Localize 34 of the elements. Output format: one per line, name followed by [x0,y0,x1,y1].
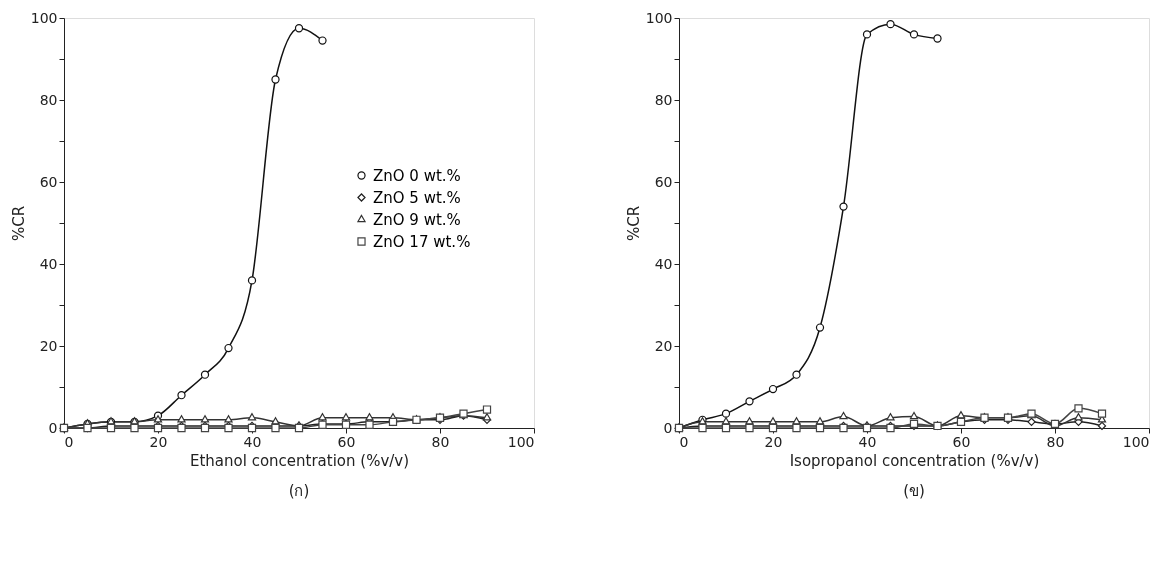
text: (ข) [903,482,925,500]
x-tick-label: 60 [337,433,356,450]
x-tick-label: 80 [431,433,450,450]
y-tick-label: 40 [654,255,673,272]
x-tick-label: 20 [764,433,783,450]
y-tick-label: 40 [39,255,58,272]
y-tick-label: 80 [39,91,58,108]
legend-label: ZnO 9 wt.% [373,210,461,229]
legend-label: ZnO 17 wt.% [373,232,471,251]
x-tick-label: 100 [507,433,535,450]
x-tick-label: 100 [1122,433,1150,450]
x-tick-label: 40 [243,433,262,450]
y-tick-label: 0 [663,419,673,436]
y-tick-label: 0 [48,419,58,436]
x-tick-label: 20 [149,433,168,450]
y-tick-label: 60 [39,173,58,190]
y-tick-label: 100 [645,9,673,26]
legend-label: ZnO 0 wt.% [373,166,461,185]
x-axis-title: Isopropanol concentration (%v/v) [789,451,1040,470]
x-tick-label: 0 [679,433,689,450]
x-axis-title: Ethanol concentration (%v/v) [189,451,410,470]
y-axis-title: %CR [624,205,643,242]
y-tick-label: 100 [30,9,58,26]
text: (ก) [288,482,310,500]
y-tick-label: 20 [39,337,58,354]
x-tick-label: 80 [1046,433,1065,450]
x-tick-label: 60 [952,433,971,450]
x-tick-label: 0 [64,433,74,450]
y-tick-label: 20 [654,337,673,354]
x-tick-label: 40 [858,433,877,450]
y-tick-label: 80 [654,91,673,108]
y-tick-label: 60 [654,173,673,190]
legend-label: ZnO 5 wt.% [373,188,461,207]
y-axis-title: %CR [9,205,28,242]
